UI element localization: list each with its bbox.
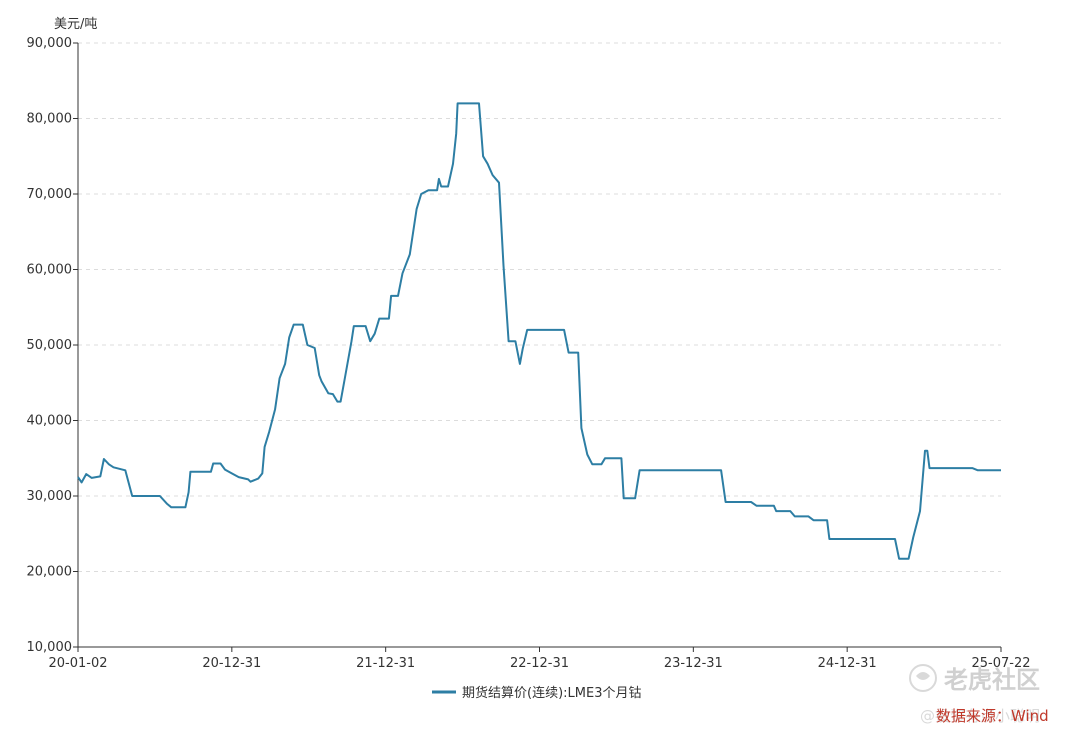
watermark-author: @投资有点小聪明 [920, 707, 1040, 725]
x-ticks: 20-01-02 20-12-31 21-12-31 22-12-31 23-12-31… [48, 647, 1031, 671]
x-tick-label: 20-01-02 [48, 656, 107, 671]
legend[interactable]: 期货结算价(连续):LME3个月钴 [432, 685, 641, 701]
y-tick-label: 20,000 [27, 565, 73, 580]
series-layer [77, 102, 1001, 560]
x-tick-label: 20-12-31 [202, 656, 261, 671]
tiger-logo-icon [909, 664, 937, 692]
y-ticks: 10,000 20,000 30,000 40,000 50,000 60,000 70,0… [27, 36, 78, 655]
y-tick-label: 90,000 [27, 36, 73, 51]
y-axis-unit-label: 美元/吨 [54, 17, 97, 32]
x-tick-label: 22-12-31 [510, 656, 569, 671]
y-tick-label: 30,000 [27, 489, 73, 504]
legend-label: 期货结算价(连续):LME3个月钴 [462, 685, 641, 701]
gridlines [78, 42, 1001, 572]
y-tick-label: 40,000 [27, 414, 73, 429]
x-tick-label: 25-07-22 [971, 656, 1030, 671]
y-tick-label: 80,000 [27, 112, 73, 127]
x-tick-label: 23-12-31 [664, 656, 723, 671]
y-tick-label: 50,000 [27, 338, 73, 353]
x-tick-label: 21-12-31 [356, 656, 415, 671]
series-line-lme-cobalt [77, 102, 1001, 560]
data-source-label: 数据来源：Wind [936, 707, 1049, 725]
x-tick-label: 24-12-31 [818, 656, 877, 671]
watermark-brand: 老虎社区 [944, 666, 1040, 694]
y-tick-label: 60,000 [27, 263, 73, 278]
watermark: 老虎社区 @投资有点小聪明 [909, 664, 1040, 725]
y-tick-label: 10,000 [27, 640, 73, 655]
y-tick-label: 70,000 [27, 187, 73, 202]
